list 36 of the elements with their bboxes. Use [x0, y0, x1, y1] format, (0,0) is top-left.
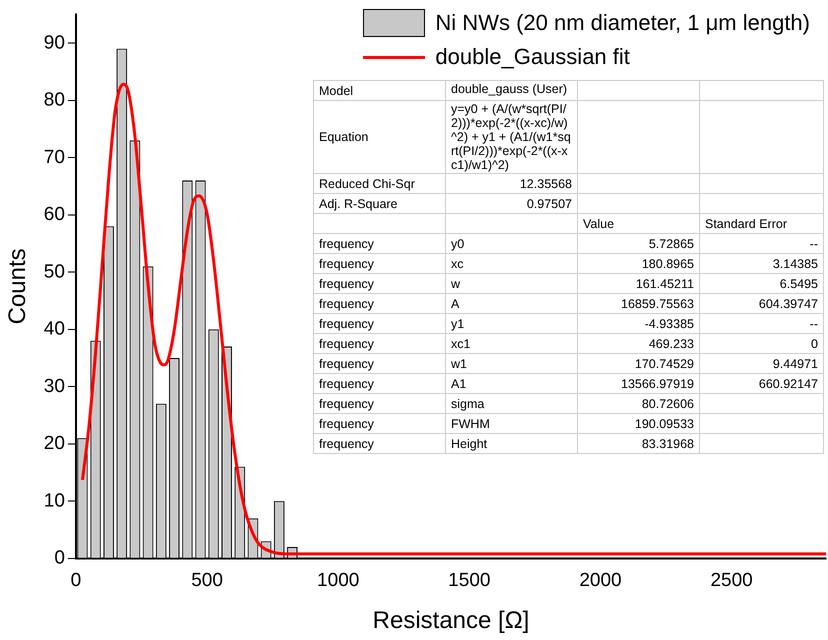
text: frequency w1 170.74529 9.44971 [319, 356, 818, 370]
y-axis-title: Counts [4, 248, 32, 324]
legend-label: double_Gaussian fit [435, 43, 630, 71]
text: frequency y0 5.72865 -- [319, 236, 818, 250]
x-tick-label: 1500 [448, 570, 490, 592]
text: frequency xc 180.8965 3.14385 [319, 256, 818, 270]
y-tick-label: 50 [44, 261, 65, 282]
x-tick-label: 2000 [579, 570, 622, 592]
text: Value Standard Error [583, 216, 787, 230]
x-tick-label: 2500 [710, 570, 753, 592]
y-tick-label: 30 [44, 376, 65, 397]
text: frequency sigma 80.72606 [319, 396, 694, 410]
text: frequency w 161.45211 6.5495 [319, 276, 818, 290]
text: Equation y=y0 + (A/(w*sqrt(PI/2)))*exp(-2*((x-xc)/w)^2) + y1 + (A1/(w1*sqrt(PI/2)))*exp(-2*((x-xc1)/w1)^2) [319, 102, 571, 172]
text: frequency FWHM 190.09533 [319, 416, 694, 430]
text: frequency A1 13566.97919 660.92147 [319, 376, 818, 390]
y-tick-label: 60 [44, 204, 65, 226]
y-tick-label: 80 [44, 90, 65, 111]
x-tick-label: 1000 [317, 570, 360, 592]
y-tick-label: 20 [44, 433, 65, 454]
x-axis-title: Resistance [Ω] [372, 607, 530, 634]
text: Reduced Chi-Sqr 12.35568 [319, 176, 572, 190]
text: frequency y1 -4.93385 -- [319, 316, 818, 330]
text: Model double_gauss (User) [319, 82, 568, 98]
y-tick-label: 0 [54, 548, 65, 569]
text: frequency Height 83.31968 [319, 436, 694, 450]
x-tick-label: 500 [191, 570, 223, 592]
legend-label: Ni NWs (20 nm diameter, 1 μm length) [435, 9, 810, 37]
text: frequency xc1 469.233 0 [319, 336, 818, 350]
y-tick-label: 40 [44, 318, 65, 340]
text: frequency A 16859.75563 604.39747 [319, 296, 818, 310]
y-tick-label: 10 [44, 490, 65, 512]
y-tick-label: 70 [44, 146, 65, 168]
text: Adj. R-Square 0.97507 [319, 196, 572, 210]
x-tick-label: 0 [70, 570, 82, 592]
y-tick-label: 90 [44, 32, 65, 54]
